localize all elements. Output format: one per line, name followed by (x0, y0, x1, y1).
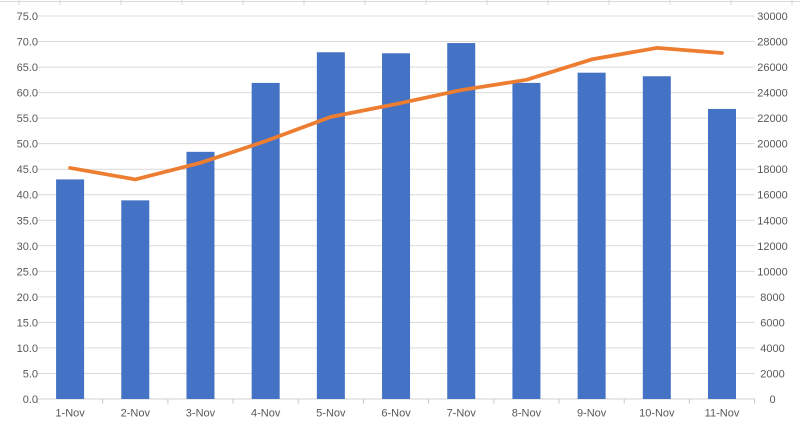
right-axis-tick-label: 14000 (757, 215, 788, 227)
right-axis-tick-label: 26000 (757, 62, 788, 74)
bar-8-nov[interactable] (512, 82, 541, 399)
left-axis-tick-label: 65.0 (17, 62, 38, 74)
bar-3-nov[interactable] (186, 151, 215, 399)
left-axis-tick-label: 75.0 (17, 11, 38, 23)
right-axis-tick-label: 10000 (757, 266, 788, 278)
left-axis-tick-label: 55.0 (17, 113, 38, 125)
left-axis-tick-label: 35.0 (17, 215, 38, 227)
x-axis-label: 8-Nov (512, 408, 542, 420)
spreadsheet-grid-edge (0, 0, 800, 5)
x-axis-label: 4-Nov (251, 408, 281, 420)
bar-10-nov[interactable] (642, 76, 671, 399)
x-axis-label: 6-Nov (381, 408, 411, 420)
right-axis-tick-label: 12000 (757, 241, 788, 253)
bar-1-nov[interactable] (56, 179, 85, 399)
left-axis-labels: 75.0 70.0 65.0 60.0 55.0 50.0 45.0 40.0 35.0 30.0… (17, 11, 38, 406)
x-axis-label: 9-Nov (577, 408, 607, 420)
bar-5-nov[interactable] (316, 52, 345, 400)
bar-series[interactable] (56, 43, 737, 400)
category-ticks (37, 399, 756, 404)
right-axis-tick-label: 24000 (757, 88, 788, 100)
right-axis-tick-label: 22000 (757, 113, 788, 125)
left-axis-tick-label: 30.0 (17, 241, 38, 253)
right-axis-tick-label: 8000 (760, 292, 784, 304)
trend-line[interactable] (68, 46, 724, 182)
bar-4-nov[interactable] (251, 82, 280, 399)
right-axis-tick-label: 4000 (760, 343, 784, 355)
right-axis-tick-label: 28000 (757, 37, 788, 49)
right-axis-tick-label: 18000 (757, 164, 788, 176)
right-axis-tick-label: 30000 (757, 11, 788, 23)
right-axis-tick-label: 2000 (760, 368, 784, 380)
right-axis-labels: 3000028000260002400022000200001800016000… (757, 11, 788, 406)
bar-9-nov[interactable] (577, 72, 606, 400)
category-labels: 1-Nov 2-Nov 3-Nov 4-Nov 5-Nov 6-Nov 7-Nov 8-Nov… (55, 408, 739, 420)
left-axis-tick-label: 60.0 (17, 88, 38, 100)
x-axis-label: 11-Nov (705, 408, 740, 420)
x-axis-label: 10-Nov (639, 408, 675, 420)
bar-6-nov[interactable] (382, 53, 411, 400)
left-axis-tick-label: 15.0 (17, 317, 38, 329)
left-axis-tick-label: 45.0 (17, 164, 38, 176)
bar-2-nov[interactable] (121, 200, 150, 399)
x-axis-label: 1-Nov (55, 408, 85, 420)
x-axis-label: 7-Nov (447, 408, 477, 420)
bar-11-nov[interactable] (708, 108, 737, 399)
right-axis-tick-label: 16000 (757, 190, 788, 202)
x-axis-label: 2-Nov (121, 408, 151, 420)
bar-7-nov[interactable] (447, 43, 476, 399)
x-axis-label: 5-Nov (316, 408, 346, 420)
right-axis-tick-label: 6000 (760, 317, 784, 329)
left-axis-tick-label: 5.0 (23, 368, 38, 380)
left-axis-tick-label: 10.0 (17, 343, 38, 355)
right-axis-tick-label: 20000 (757, 139, 788, 151)
left-axis-tick-label: 50.0 (17, 139, 38, 151)
left-axis-tick-label: 25.0 (17, 266, 38, 278)
left-axis-tick-label: 40.0 (17, 190, 38, 202)
x-axis-label: 3-Nov (186, 408, 216, 420)
left-axis-tick-label: 20.0 (17, 292, 38, 304)
left-axis-tick-label: 0.0 (23, 394, 38, 406)
right-axis-tick-label: 0 (769, 394, 775, 406)
left-axis-tick-label: 70.0 (17, 37, 38, 49)
